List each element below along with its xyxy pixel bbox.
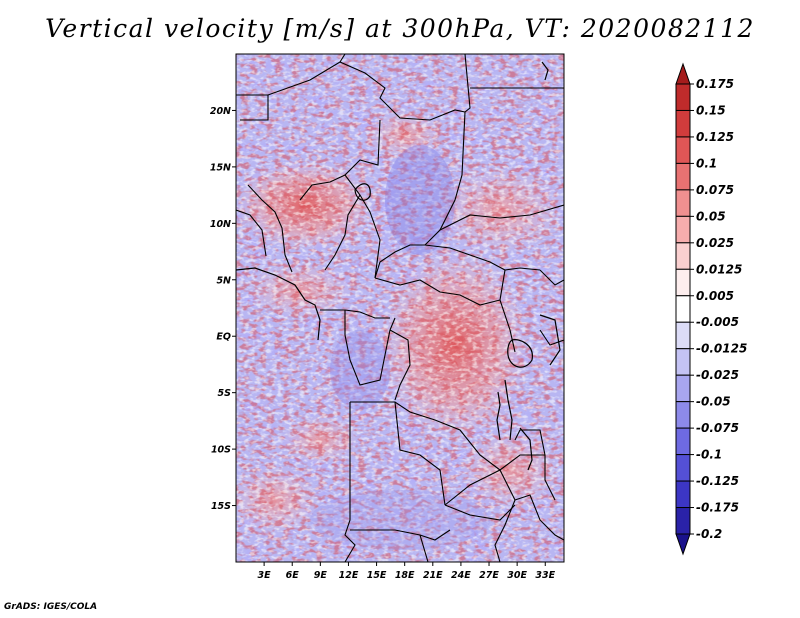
lon-tick-label: 21E xyxy=(423,570,443,581)
map-title: Vertical velocity [m/s] at 300hPa, VT: 2… xyxy=(45,14,755,43)
lon-tick-label: 12E xyxy=(339,570,359,581)
lat-tick-label: EQ xyxy=(216,332,231,343)
colorbar-min-triangle xyxy=(675,533,691,556)
colorbar-label: -0.005 xyxy=(696,315,739,329)
lon-tick-label: 24E xyxy=(451,570,471,581)
colorbar-label: 0.1 xyxy=(696,156,717,170)
colorbar-segment xyxy=(675,83,691,111)
lat-tick-label: 15N xyxy=(210,162,231,173)
lat-tick-label: 5N xyxy=(216,275,231,286)
colorbar-label: -0.1 xyxy=(696,448,722,462)
colorbar-segment xyxy=(675,109,691,138)
colorbar-segment xyxy=(675,454,691,482)
lon-tick-label: 3E xyxy=(258,570,272,581)
colorbar-label: -0.2 xyxy=(696,527,722,541)
lon-tick-label: 30E xyxy=(507,570,527,581)
lat-tick-label: 10N xyxy=(210,219,231,230)
colorbar-segment xyxy=(675,348,691,376)
colorbar-label: 0.0125 xyxy=(696,262,742,276)
map-frame xyxy=(235,53,565,563)
colorbar-segment xyxy=(675,427,691,456)
colorbar-segment xyxy=(675,507,691,535)
colorbar: 0.175 0.15 0.125 0.1 0.075 0.05 0.025 0.0125 0.0… xyxy=(675,62,747,556)
colorbar-label: 0.005 xyxy=(696,289,734,303)
colorbar-segment xyxy=(675,162,691,191)
colorbar-max-triangle xyxy=(675,62,691,85)
colorbar-segment xyxy=(675,242,691,270)
colorbar-label: -0.0125 xyxy=(696,342,747,356)
lat-tick-label: 10S xyxy=(211,445,231,456)
colorbar-segment xyxy=(675,136,691,164)
colorbar-label: -0.05 xyxy=(696,395,731,409)
colorbar-label: -0.025 xyxy=(696,368,739,382)
colorbar-label: -0.075 xyxy=(696,421,739,435)
colorbar-label: -0.125 xyxy=(696,474,739,488)
colorbar-segment xyxy=(675,189,691,217)
country-borders xyxy=(236,54,564,562)
grads-credit: GrADS: IGES/COLA xyxy=(4,602,98,612)
lon-tick-label: 27E xyxy=(479,570,499,581)
lat-tick-label: 20N xyxy=(210,106,231,117)
lat-tick-label: 5S xyxy=(218,388,232,399)
colorbar-label: 0.175 xyxy=(696,77,734,91)
lon-tick-label: 33E xyxy=(535,570,555,581)
latitude-axis: 20N 15N 10N 5N EQ 5S 10S 15S xyxy=(210,106,236,512)
lakes-coastlines xyxy=(236,61,561,471)
lon-tick-label: 15E xyxy=(367,570,387,581)
lon-tick-label: 9E xyxy=(314,570,328,581)
lat-tick-label: 15S xyxy=(211,501,231,512)
lon-tick-label: 18E xyxy=(395,570,415,581)
colorbar-segment xyxy=(675,374,691,403)
colorbar-segment xyxy=(675,321,691,350)
colorbar-label: 0.05 xyxy=(696,209,726,223)
colorbar-segment xyxy=(675,215,691,244)
colorbar-segment xyxy=(675,295,691,323)
lon-tick-label: 6E xyxy=(286,570,300,581)
colorbar-label: 0.075 xyxy=(696,183,734,197)
colorbar-label: 0.125 xyxy=(696,130,734,144)
velocity-field xyxy=(236,54,564,562)
colorbar-segment xyxy=(675,268,691,297)
longitude-axis: 3E 6E 9E 12E 15E 18E 21E 24E 27E 30E 33E xyxy=(258,562,556,581)
colorbar-segment xyxy=(675,401,691,429)
colorbar-label: -0.175 xyxy=(696,501,739,515)
colorbar-label: 0.025 xyxy=(696,236,734,250)
colorbar-label: 0.15 xyxy=(696,103,726,117)
colorbar-segment xyxy=(675,480,691,509)
